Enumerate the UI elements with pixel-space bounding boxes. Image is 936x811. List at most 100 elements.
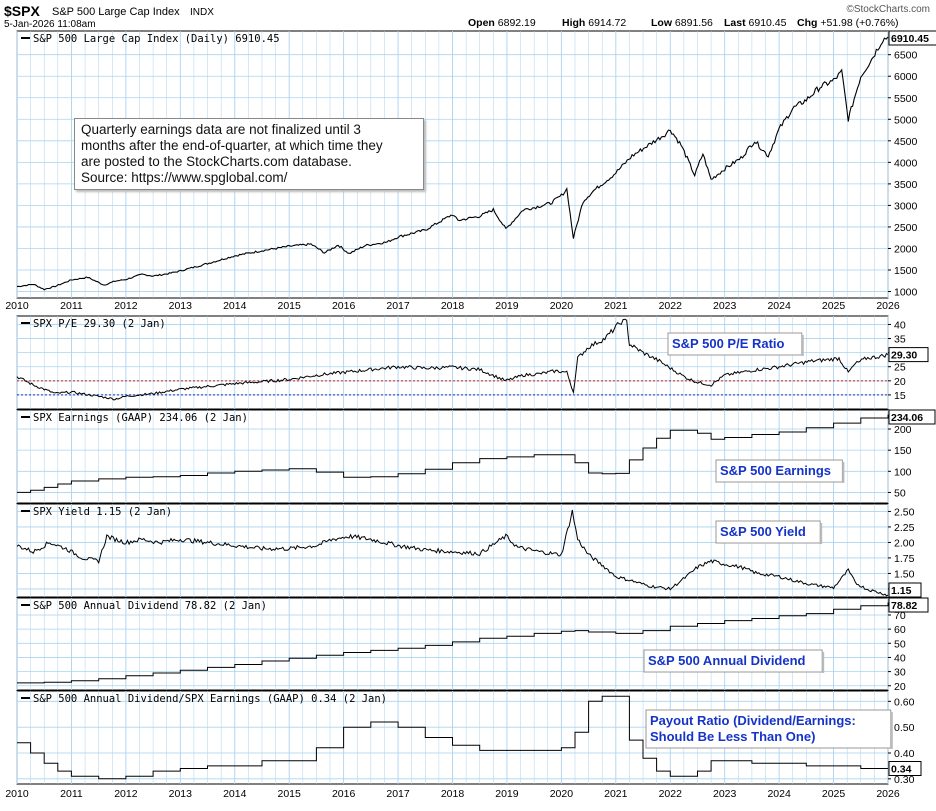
y-tick-label: 4000 [894, 157, 918, 169]
last-value-box [888, 597, 929, 613]
last-value-label: 234.06 [891, 412, 923, 424]
x-axis-label-mid: 2025 [822, 300, 846, 312]
yield-legend: SPX Yield 1.15 (2 Jan) [33, 506, 172, 518]
quote-open: Open 6892.19 [468, 17, 536, 29]
y-tick-label: 1500 [894, 265, 918, 277]
y-tick-label: 5500 [894, 93, 918, 105]
x-axis-label-bottom: 2024 [767, 788, 791, 800]
payout-label-text: Payout Ratio (Dividend/Earnings: [650, 713, 856, 728]
payout-label-box [645, 709, 892, 749]
price-series-line [16, 36, 889, 291]
last-value-label: 78.82 [891, 600, 917, 612]
x-axis-label-mid: 2016 [332, 300, 356, 312]
y-tick-label: 0.50 [894, 722, 915, 734]
y-tick-label: 100 [894, 466, 912, 478]
y-tick-label: 20 [894, 376, 906, 388]
x-axis-label-bottom: 2016 [332, 788, 356, 800]
quote-chg: Chg +51.98 (+0.76%) [797, 17, 899, 29]
x-axis-label-bottom: 2021 [604, 788, 628, 800]
y-tick-label: 6000 [894, 71, 918, 83]
payout-series-line [17, 695, 888, 780]
header: $SPX S&P 500 Large Cap Index INDX 5-Jan-… [4, 3, 930, 30]
pe-panel: 152025303540SPX P/E 29.30 (2 Jan)29.30S&… [16, 315, 929, 410]
y-tick-label: 0.30 [894, 774, 915, 786]
x-axis-label-bottom: 2011 [60, 788, 83, 800]
last-value-box [888, 347, 929, 363]
earnings-legend: SPX Earnings (GAAP) 234.06 (2 Jan) [33, 412, 248, 424]
brand[interactable]: ©StockCharts.com [846, 4, 930, 15]
quote-low: Low 6891.56 [651, 17, 713, 29]
earnings-label-text: S&P 500 Earnings [720, 463, 831, 478]
x-axis-label-bottom: 2014 [223, 788, 247, 800]
y-tick-label: 1.50 [894, 568, 915, 580]
x-axis-label-mid: 2015 [278, 300, 302, 312]
y-tick-label: 150 [894, 445, 912, 457]
x-axis-label-mid: 2020 [550, 300, 574, 312]
x-axis-label-mid: 2010 [5, 300, 29, 312]
x-axis-label-mid: 2023 [713, 300, 737, 312]
y-tick-label: 2.50 [894, 506, 915, 518]
last-value-label: 6910.45 [891, 33, 929, 45]
y-tick-label: 20 [894, 681, 906, 693]
last-value-label: 0.34 [891, 764, 912, 776]
y-tick-label: 2000 [894, 243, 918, 255]
y-tick-label: 0.40 [894, 748, 915, 760]
y-tick-label: 2500 [894, 222, 918, 234]
x-axis-label-mid: 2014 [223, 300, 247, 312]
index-name: S&P 500 Large Cap Index [52, 6, 180, 18]
y-tick-label: 3000 [894, 200, 918, 212]
y-tick-label: 35 [894, 334, 906, 346]
price-legend: S&P 500 Large Cap Index (Daily) 6910.45 [33, 33, 280, 45]
dividend-series-line [17, 602, 889, 684]
symbol: $SPX [4, 3, 40, 19]
datetime: 5-Jan-2026 11:08am [4, 19, 96, 30]
dividend-label-text: S&P 500 Annual Dividend [648, 653, 806, 668]
quote-row: Open 6892.19 High 6914.72 Low 6891.56 Last … [468, 17, 899, 29]
pe-label-text: S&P 500 P/E Ratio [672, 336, 785, 351]
x-axis-label-bottom: 2012 [114, 788, 138, 800]
quote-last: Last 6910.45 [724, 17, 787, 29]
y-tick-label: 25 [894, 362, 906, 374]
note-line: months after the end-of-quarter, at whic… [81, 138, 383, 153]
last-value-box [888, 409, 936, 425]
last-value-box [888, 761, 922, 776]
x-axis-label-mid: 2012 [114, 300, 138, 312]
y-tick-label: 50 [894, 487, 906, 499]
x-axis-label-bottom: 2015 [278, 788, 302, 800]
y-tick-label: 1.75 [894, 553, 915, 565]
last-value-box [888, 30, 936, 46]
x-axis-label-mid: 2022 [659, 300, 683, 312]
pe-legend: SPX P/E 29.30 (2 Jan) [33, 318, 166, 330]
x-axis-label-mid: 2019 [495, 300, 519, 312]
note-line: Source: https://www.spglobal.com/ [81, 170, 288, 185]
yield-label-text: S&P 500 Yield [720, 524, 806, 539]
x-axis-label-mid: 2024 [767, 300, 791, 312]
x-axis-label-mid: 2026 [876, 300, 900, 312]
exchange: INDX [190, 7, 214, 18]
dividend-legend: S&P 500 Annual Dividend 78.82 (2 Jan) [33, 600, 267, 612]
y-tick-label: 3500 [894, 179, 918, 191]
y-tick-label: 2.25 [894, 522, 915, 534]
y-tick-label: 0.60 [894, 696, 915, 708]
y-tick-label: 50 [894, 638, 906, 650]
last-value-label: 1.15 [891, 585, 912, 597]
x-axis-label-bottom: 2026 [876, 788, 900, 800]
x-axis-label-bottom: 2023 [713, 788, 737, 800]
y-tick-label: 60 [894, 624, 906, 636]
earnings-panel: 50 100 150 200 SPX Earnings (GAAP) 234.06 (2… [16, 409, 936, 504]
y-tick-label: 5000 [894, 114, 918, 126]
x-axis-label-mid: 2011 [60, 300, 83, 312]
x-axis-label-mid: 2017 [386, 300, 410, 312]
y-tick-label: 40 [894, 319, 906, 331]
x-axis-label-bottom: 2013 [169, 788, 193, 800]
earnings-series-line [17, 414, 889, 493]
payout-panel: 0.30 0.40 0.50 0.60 S&P 500 Annual Dividend/… [16, 690, 922, 786]
y-tick-label: 15 [894, 390, 906, 402]
x-axis-label-bottom: 2020 [550, 788, 574, 800]
y-tick-label: 6500 [894, 50, 918, 62]
y-tick-label: 2.00 [894, 537, 915, 549]
x-axis: 2010 2011 2012 2013 2014 2015 2016 2017 2018 2019… [5, 300, 900, 800]
x-axis-label-bottom: 2010 [5, 788, 29, 800]
